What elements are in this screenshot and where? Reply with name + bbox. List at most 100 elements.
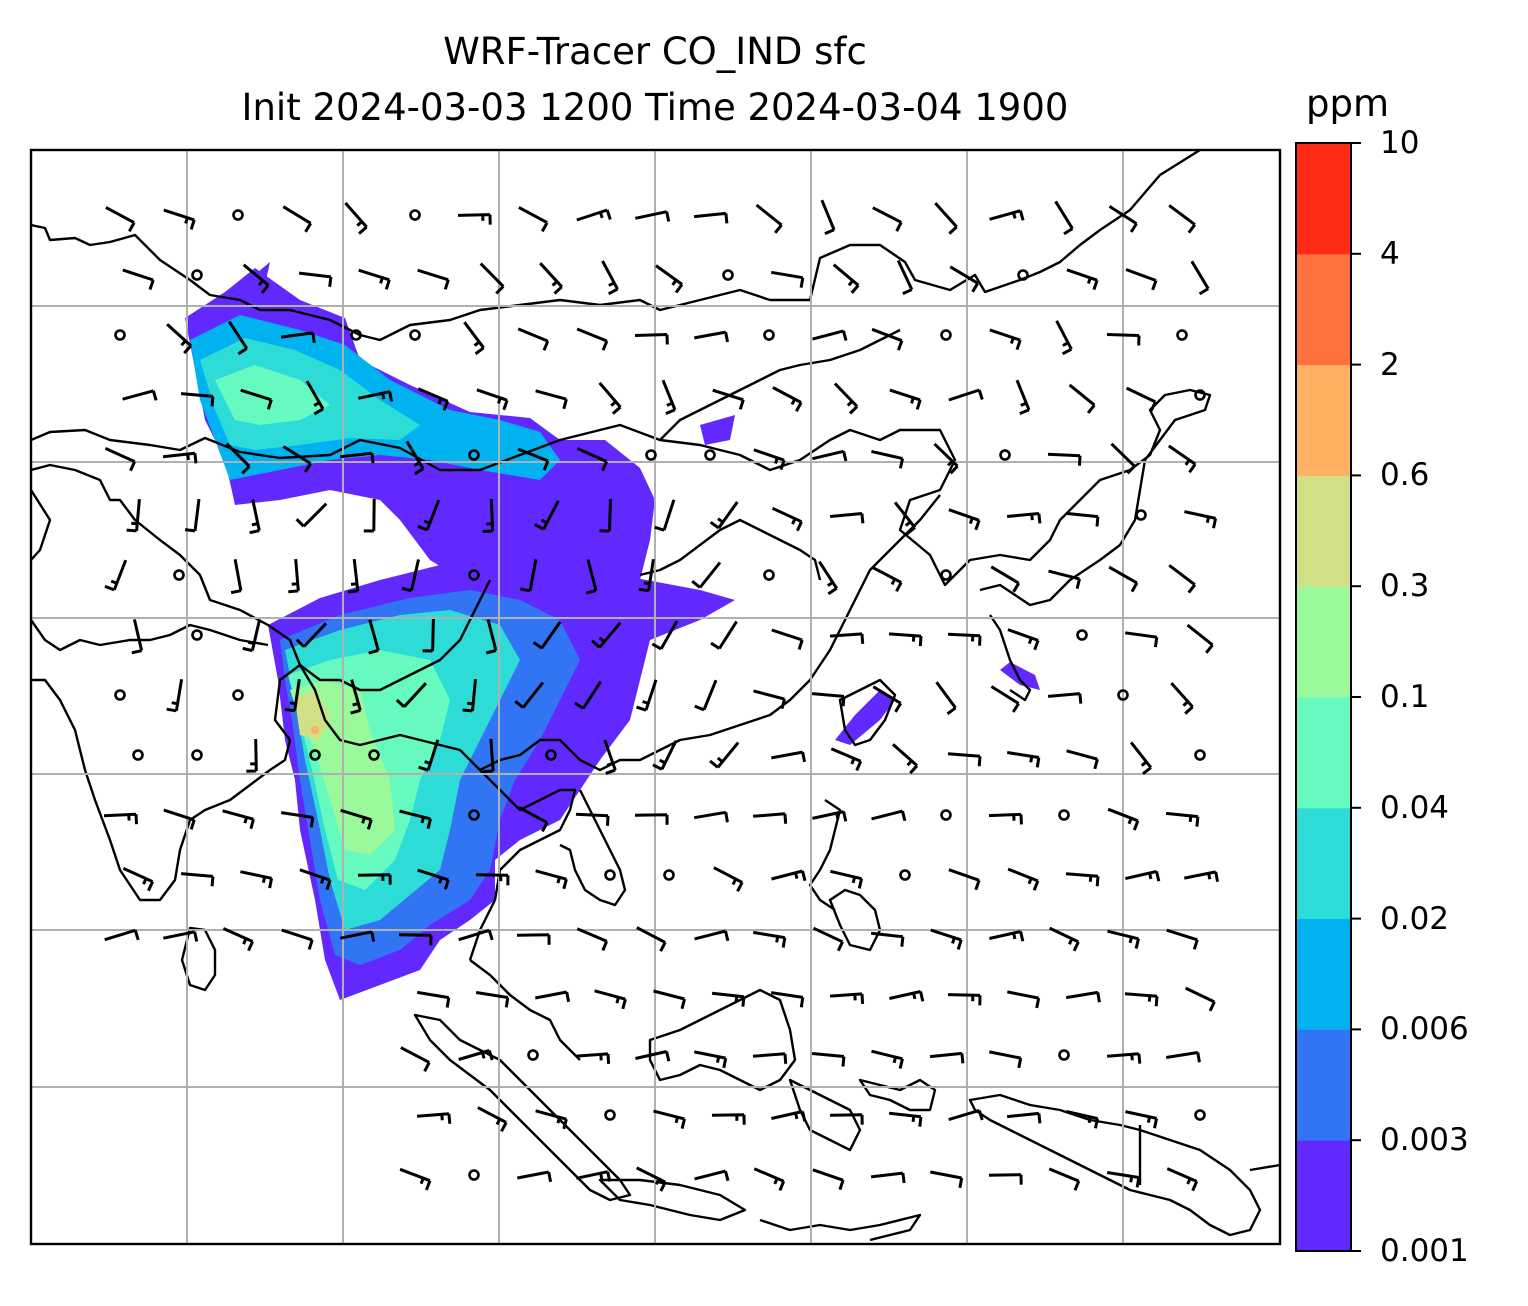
wind-barb <box>163 808 196 830</box>
wind-barb <box>712 388 745 410</box>
calm-wind-marker <box>191 269 203 281</box>
wind-barb <box>752 812 788 824</box>
wind-barb <box>830 747 863 772</box>
calm-wind-marker <box>132 749 144 761</box>
calm-wind-marker <box>545 749 557 761</box>
wind-barb <box>871 809 907 822</box>
wind-barb <box>811 692 846 707</box>
wind-barb <box>1007 990 1041 1009</box>
wind-barb <box>340 808 373 830</box>
calm-wind-marker <box>999 449 1011 461</box>
wind-barb <box>947 752 982 767</box>
wind-barb <box>458 928 494 942</box>
wind-barb <box>166 323 193 355</box>
wind-barb <box>694 330 729 343</box>
colorbar-tick-label: 0.6 <box>1380 457 1430 494</box>
wind-barb <box>989 328 1022 351</box>
calm-wind-marker <box>114 689 126 701</box>
wind-barb <box>812 810 848 822</box>
wind-barb <box>105 206 136 233</box>
wind-barb <box>417 268 450 290</box>
wind-barb <box>832 263 860 294</box>
wind-barb <box>350 679 362 715</box>
wind-barb <box>1125 268 1158 291</box>
wind-barb <box>1125 1110 1159 1129</box>
calm-wind-marker <box>1058 1049 1070 1061</box>
wind-barb <box>1065 990 1101 1003</box>
calm-wind-marker <box>1135 509 1147 521</box>
calm-wind-marker <box>468 569 480 581</box>
colorbar-segment <box>1296 1029 1351 1141</box>
wind-barb <box>594 989 627 1010</box>
wind-barb <box>401 559 420 593</box>
calm-wind-marker <box>468 1169 480 1181</box>
wind-barb <box>711 1113 746 1125</box>
wind-barb <box>240 870 274 889</box>
calm-wind-marker <box>468 449 480 461</box>
calm-wind-marker <box>409 329 421 341</box>
wind-barb <box>694 1050 728 1069</box>
calm-wind-marker <box>763 329 775 341</box>
wind-barb <box>477 1106 508 1133</box>
calm-wind-marker <box>309 749 321 761</box>
wind-barb <box>340 930 376 942</box>
wind-barb <box>872 685 902 713</box>
wind-barb <box>535 990 571 1003</box>
wind-barb <box>771 750 806 763</box>
wind-barb <box>518 206 549 233</box>
wind-barb <box>1007 867 1040 891</box>
calm-wind-marker <box>1017 269 1029 281</box>
wind-barb <box>948 508 981 531</box>
wind-barb <box>829 992 865 1004</box>
wind-barb <box>1066 268 1099 291</box>
wind-barb <box>418 739 440 772</box>
wind-barb <box>653 1109 686 1129</box>
tracer-patch-far-north <box>230 262 270 295</box>
wind-barb <box>357 873 392 885</box>
wind-barb <box>710 620 738 650</box>
wind-barb <box>1108 565 1139 593</box>
wind-barb <box>576 327 609 351</box>
wind-barb <box>933 442 959 475</box>
wind-barb <box>988 1173 1023 1185</box>
wind-barb <box>888 632 923 647</box>
wind-barb <box>634 813 669 825</box>
wind-barb <box>475 991 510 1008</box>
wind-barb <box>417 387 450 411</box>
wind-barb <box>691 561 722 589</box>
wind-barb <box>363 498 376 533</box>
wind-barb <box>463 321 485 355</box>
wind-barb <box>1068 383 1096 414</box>
wind-barb <box>651 620 679 651</box>
wind-barb <box>482 498 495 533</box>
wind-barb <box>347 558 360 594</box>
wind-barb <box>771 869 807 882</box>
wind-barb <box>889 388 922 410</box>
calm-wind-marker <box>232 689 244 701</box>
wind-barb <box>694 1169 730 1182</box>
wind-barb <box>131 619 144 655</box>
wind-barb <box>122 268 155 290</box>
wind-barb <box>753 1167 786 1191</box>
wind-barb <box>575 812 610 826</box>
wind-barb <box>462 678 477 713</box>
wind-barb <box>929 1051 965 1064</box>
colorbar-segment <box>1296 1140 1351 1252</box>
colorbar-segment <box>1296 475 1351 587</box>
wind-barb <box>812 449 848 462</box>
colorbar-segment <box>1296 364 1351 476</box>
wind-barb <box>1110 442 1136 475</box>
wind-barb <box>539 262 563 295</box>
wind-barb <box>1106 1052 1142 1064</box>
wind-barb <box>1186 623 1214 654</box>
calm-wind-marker <box>1076 629 1088 641</box>
calm-wind-marker <box>645 449 657 461</box>
wind-barb <box>1107 929 1140 949</box>
wind-barb <box>357 390 394 402</box>
wind-barb <box>576 447 608 472</box>
wind-barb <box>1168 564 1196 594</box>
wind-barb <box>417 499 441 532</box>
wind-barb <box>230 559 243 595</box>
wind-barb <box>948 388 984 402</box>
wind-barb <box>240 388 273 410</box>
